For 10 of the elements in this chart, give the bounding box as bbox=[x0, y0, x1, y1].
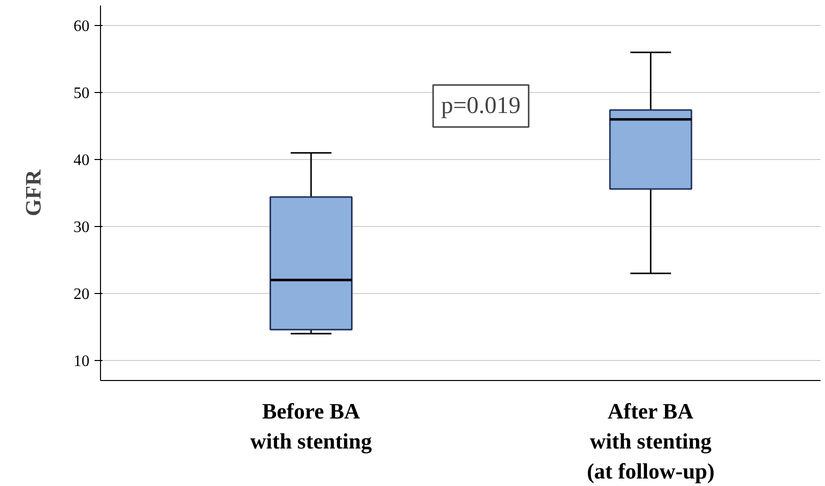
annotation: p=0.019 bbox=[441, 92, 521, 119]
y-tick-label: 10 bbox=[74, 352, 90, 370]
y-tick-label: 20 bbox=[74, 286, 90, 303]
y-tick-label: 30 bbox=[74, 218, 90, 236]
y-tick-label: 60 bbox=[74, 18, 90, 36]
x-tick-label: Before BA with stenting bbox=[250, 398, 372, 454]
x-tick-label: After BA with stenting (at follow-up) bbox=[586, 398, 715, 484]
y-axis-title: GFR bbox=[20, 168, 46, 216]
y-tick-label: 50 bbox=[74, 85, 90, 102]
y-tick-label: 40 bbox=[74, 152, 90, 170]
